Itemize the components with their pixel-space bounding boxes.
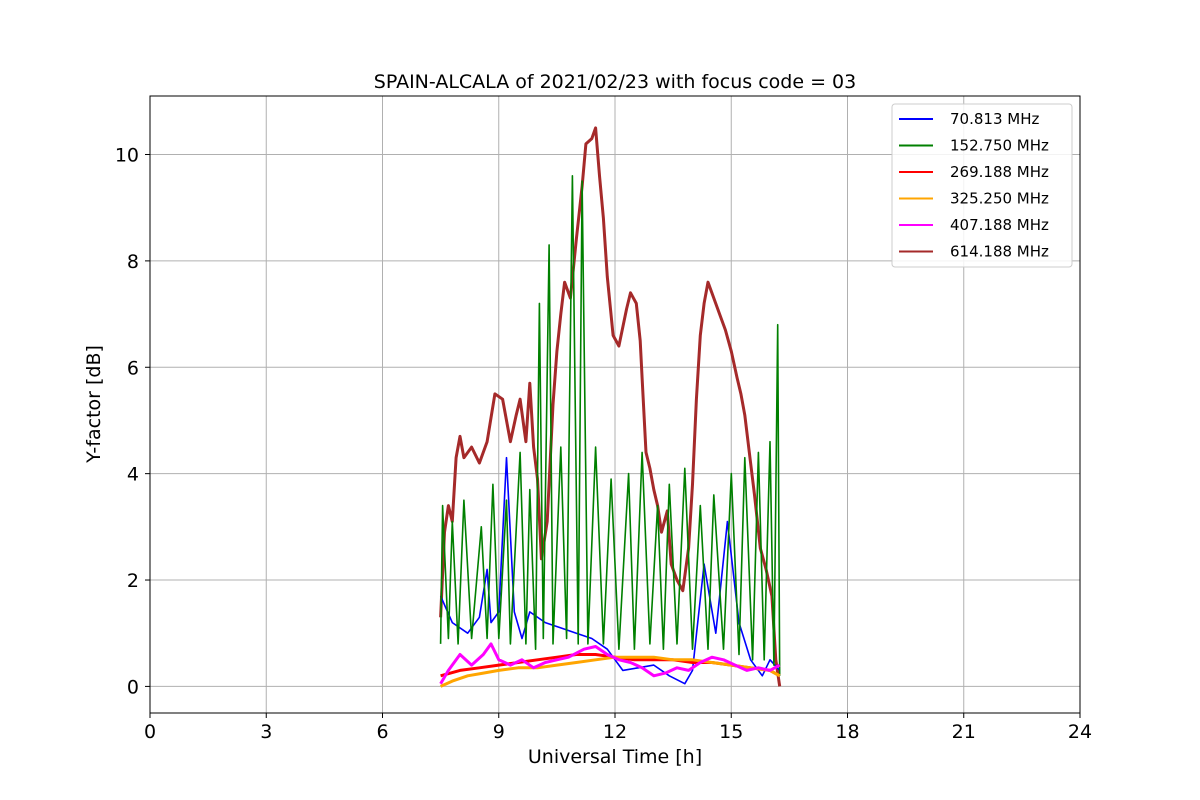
legend: 70.813 MHz 152.750 MHz 269.188 MHz 325.250 …	[891, 103, 1073, 268]
series-layer	[439, 126, 782, 688]
y-tick-label: 8	[127, 251, 139, 273]
legend-label: 614.188 MHz	[950, 243, 1049, 261]
series-line-407-188-mhz	[439, 642, 781, 685]
x-tick-label: 6	[376, 721, 388, 743]
legend-label: 70.813 MHz	[950, 110, 1039, 128]
legend-label: 152.750 MHz	[950, 137, 1049, 155]
y-tick-label: 6	[127, 357, 139, 379]
x-tick-label: 15	[719, 721, 743, 743]
series-line-325-250-mhz	[439, 655, 781, 688]
y-tick-label: 2	[127, 570, 139, 592]
x-tick-label: 12	[603, 721, 627, 743]
x-tick-label: 0	[144, 721, 156, 743]
x-tick-label: 18	[835, 721, 859, 743]
legend-box	[891, 103, 1073, 268]
y-tick-label: 0	[127, 676, 139, 698]
y-tick-label: 10	[115, 145, 139, 167]
x-axis-label: Universal Time [h]	[528, 746, 702, 768]
y-tick-label: 4	[127, 464, 139, 486]
x-tick-label: 3	[260, 721, 272, 743]
series-line-70-813-mhz	[439, 456, 781, 685]
legend-label: 269.188 MHz	[950, 163, 1049, 181]
x-tick-label: 9	[493, 721, 505, 743]
legend-label: 325.250 MHz	[950, 190, 1049, 208]
series-line-614-188-mhz	[439, 126, 782, 687]
x-tick-label: 21	[952, 721, 976, 743]
chart-title: SPAIN-ALCALA of 2021/02/23 with focus co…	[374, 71, 856, 93]
y-axis-ticks: 0 2 4 6 8 10	[115, 145, 150, 698]
x-tick-label: 24	[1068, 721, 1092, 743]
y-axis-label: Y-factor [dB]	[83, 345, 105, 464]
legend-label: 407.188 MHz	[950, 216, 1049, 234]
series-line-152-750-mhz	[439, 175, 781, 676]
x-axis-ticks: 0 3 6 9 12 15 18 21 24	[144, 713, 1092, 743]
